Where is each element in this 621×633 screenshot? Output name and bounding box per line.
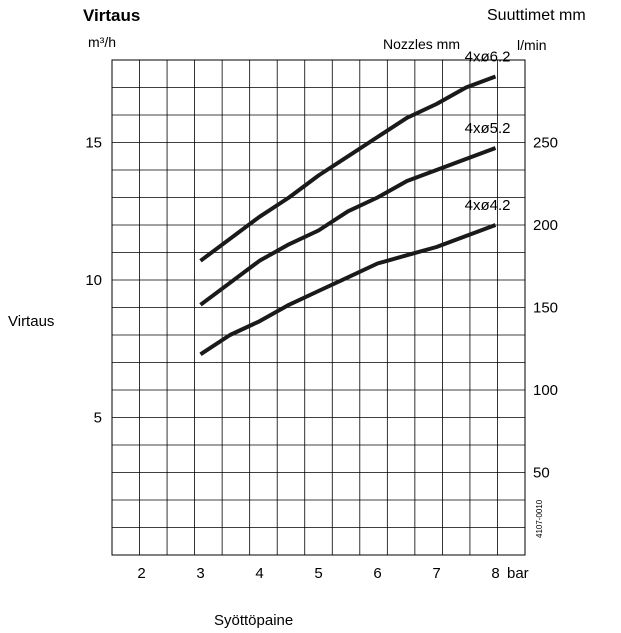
nozzles-label: Nozzles mm — [383, 36, 461, 52]
left-y-tick-labels: 5 10 15 — [85, 135, 102, 427]
right-y-tick-labels: 50 100 150 200 250 — [533, 135, 558, 482]
x-tick-label: 5 — [314, 565, 322, 582]
right-y-tick-label: 200 — [533, 217, 558, 234]
x-tick-label: 3 — [196, 565, 204, 582]
right-axis-title: Suuttimet mm — [487, 7, 586, 24]
left-y-tick-label: 15 — [85, 135, 102, 152]
series-label: 4xø6.2 — [465, 49, 511, 66]
series-line — [199, 146, 497, 307]
chart-title: Virtaus — [83, 6, 141, 25]
x-tick-label: 8 — [491, 565, 499, 582]
x-tick-label: 7 — [432, 565, 440, 582]
x-tick-label: 4 — [255, 565, 263, 582]
x-tick-label: 2 — [137, 565, 145, 582]
left-y-tick-label: 10 — [85, 272, 102, 289]
series-label: 4xø4.2 — [465, 197, 511, 214]
right-y-tick-label: 50 — [533, 465, 550, 482]
right-axis-unit: l/min — [517, 37, 547, 53]
data-series: 4xø6.2 4xø5.2 4xø4.2 — [199, 49, 511, 356]
right-y-tick-label: 250 — [533, 135, 558, 152]
x-tick-labels: 2 3 4 5 6 7 8 — [137, 565, 499, 582]
series-line — [199, 74, 497, 263]
x-tick-label: 6 — [373, 565, 381, 582]
right-y-tick-label: 100 — [533, 382, 558, 399]
y-axis-side-label: Virtaus — [8, 313, 55, 330]
series-label: 4xø5.2 — [465, 120, 511, 137]
left-axis-unit: m³/h — [88, 34, 116, 50]
x-axis-title: Syöttöpaine — [214, 612, 294, 629]
chart-grid — [111, 59, 526, 556]
left-y-tick-label: 5 — [94, 410, 102, 427]
right-y-tick-label: 150 — [533, 300, 558, 317]
plot-frame — [111, 59, 526, 556]
x-axis-unit: bar — [507, 565, 529, 582]
series-line — [199, 223, 497, 356]
